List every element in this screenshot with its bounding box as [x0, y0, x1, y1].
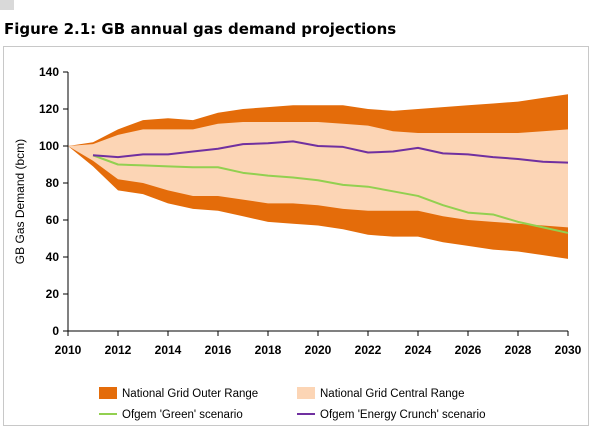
y-axis-title: GB Gas Demand (bcm) [13, 139, 27, 264]
y-tick-label: 40 [46, 250, 60, 264]
x-tick-label: 2028 [505, 343, 532, 357]
y-tick-label: 140 [39, 65, 59, 79]
figure-title: Figure 2.1: GB annual gas demand project… [4, 20, 397, 38]
legend-item-national-grid-outer-range: National Grid Outer Range [99, 387, 258, 400]
band-national-grid-central-range [68, 121, 568, 228]
bands-layer [68, 94, 568, 259]
legend-label: National Grid Outer Range [122, 388, 258, 400]
y-tick-label: 0 [52, 324, 59, 338]
x-tick-label: 2022 [355, 343, 382, 357]
y-tick-label: 20 [46, 287, 60, 301]
y-ticks: 0 20 40 60 80 100 120 140 [39, 65, 68, 338]
legend-item-national-grid-central-range: National Grid Central Range [297, 387, 464, 400]
x-tick-label: 2012 [105, 343, 132, 357]
line-ofgem-energy-crunch-scenario [92, 140, 569, 164]
x-ticks: 2010 2012 2014 2016 2018 2020 2022 2024 2026 2028… [55, 331, 582, 357]
lines-layer [92, 140, 569, 234]
y-tick-label: 120 [39, 102, 59, 116]
x-tick-label: 2016 [205, 343, 232, 357]
x-tick-label: 2014 [155, 343, 182, 357]
legend: National Grid Outer Range National Grid C… [99, 387, 485, 421]
y-tick-label: 100 [39, 139, 59, 153]
legend-label: National Grid Central Range [320, 388, 464, 400]
x-tick-label: 2010 [55, 343, 82, 357]
x-tick-label: 2026 [455, 343, 482, 357]
corner-mark [0, 0, 14, 10]
y-tick-label: 60 [46, 213, 60, 227]
chart-panel [3, 46, 589, 426]
x-tick-label: 2020 [305, 343, 332, 357]
legend-swatch [99, 387, 117, 399]
legend-item-ofgem-green-scenario: Ofgem 'Green' scenario [99, 409, 243, 421]
line-ofgem-green-scenario [92, 154, 569, 234]
legend-swatch [297, 387, 315, 399]
legend-item-ofgem-energy-crunch-scenario: Ofgem 'Energy Crunch' scenario [297, 409, 485, 421]
legend-label: Ofgem 'Green' scenario [122, 409, 243, 421]
y-tick-label: 80 [46, 176, 60, 190]
x-tick-label: 2030 [555, 343, 582, 357]
legend-label: Ofgem 'Energy Crunch' scenario [320, 409, 485, 421]
x-tick-label: 2024 [405, 343, 432, 357]
x-tick-label: 2018 [255, 343, 282, 357]
